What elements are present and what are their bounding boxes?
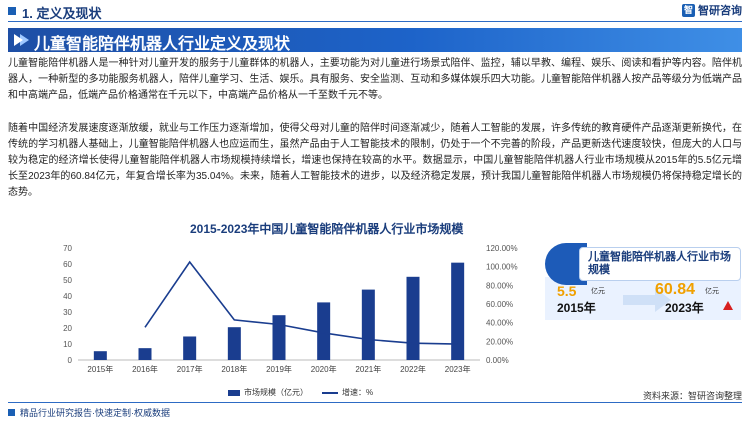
bar — [317, 302, 331, 360]
y-right-tick-label: 120.00% — [486, 244, 518, 253]
intro-paragraph: 儿童智能陪伴机器人是一种针对儿童开发的服务于儿童群体的机器人，主要功能为对儿童进… — [8, 58, 742, 101]
brand-logo-icon: 智 — [682, 3, 695, 17]
y-right-tick-label: 60.00% — [486, 300, 513, 309]
footer-divider — [8, 402, 742, 403]
market-paragraph: 随着中国经济发展速度逐渐放缓，就业与工作压力逐渐增加，使得父母对儿童的陪伴时间逐… — [8, 123, 742, 198]
legend-bar-swatch — [228, 389, 240, 396]
x-tick-label: 2017年 — [177, 364, 203, 374]
title-banner: 儿童智能陪伴机器人行业定义及现状 — [8, 28, 742, 53]
footer-slogan: 精品行业研究报告·快速定制·权威数据 — [20, 408, 170, 418]
y-left-tick-label: 10 — [63, 340, 72, 349]
bar — [451, 262, 465, 360]
market-size-chart: 0 10 20 30 40 50 60 70 0.00% 20.00% 40.00% 60.00% 80… — [63, 244, 518, 374]
bar — [272, 315, 286, 360]
x-tick-label: 2021年 — [355, 364, 381, 374]
end-unit: 亿元 — [705, 288, 719, 295]
y-left-tick-label: 40 — [63, 292, 72, 301]
section-label: 1. 定义及现状 — [22, 6, 102, 21]
x-tick-label: 2019年 — [266, 364, 292, 374]
footer-marker-icon — [8, 409, 15, 416]
x-tick-label: 2022年 — [400, 364, 426, 374]
legend-item-bar: 市场规模（亿元） — [228, 387, 308, 398]
source-note: 资料来源：智研咨询整理 — [642, 391, 742, 401]
y-right-tick-label: 40.00% — [486, 319, 513, 328]
bar — [93, 351, 107, 360]
growth-arrow-icon — [623, 288, 671, 312]
increase-arrow-icon — [723, 301, 733, 310]
x-tick-label: 2016年 — [132, 364, 158, 374]
chart-legend: 市场规模（亿元） 增速：% — [228, 387, 373, 398]
bar — [138, 348, 152, 360]
banner-arrow-icon — [14, 34, 23, 46]
legend-bar-label: 市场规模（亿元） — [244, 388, 308, 397]
brand-name: 智研咨询 — [698, 5, 742, 17]
y-right-tick-label: 100.00% — [486, 263, 518, 272]
bar — [361, 289, 375, 360]
end-year: 2023年 — [665, 301, 704, 315]
x-tick-label: 2015年 — [87, 364, 113, 374]
y-left-tick-label: 0 — [68, 356, 73, 365]
legend-line-label: 增速：% — [342, 388, 374, 397]
bar — [406, 276, 420, 360]
brand-logo: 智 智研咨询 — [682, 3, 742, 17]
top-divider — [8, 21, 742, 22]
end-value: 60.84 — [655, 281, 696, 298]
start-value: 5.5 — [557, 283, 577, 299]
y-left-tick-label: 70 — [63, 244, 72, 253]
bar — [183, 336, 197, 360]
page-title: 儿童智能陪伴机器人行业定义及现状 — [34, 36, 291, 53]
callout-header: 儿童智能陪伴机器人行业市场规模 — [579, 247, 741, 281]
start-unit: 亿元 — [591, 288, 605, 295]
growth-rate-line — [144, 260, 458, 345]
y-left-tick-label: 60 — [63, 260, 72, 269]
x-tick-label: 2023年 — [445, 364, 471, 374]
chart-title: 2015-2023年中国儿童智能陪伴机器人行业市场规模 — [190, 222, 464, 236]
x-tick-label: 2018年 — [221, 364, 247, 374]
footer: 资料来源：智研咨询整理 精品行业研究报告·快速定制·权威数据 — [0, 391, 750, 421]
callout-title: 儿童智能陪伴机器人行业市场规模 — [588, 251, 731, 276]
top-bar: 1. 定义及现状 智 智研咨询 — [0, 0, 750, 26]
y-right-tick-label: 80.00% — [486, 281, 513, 290]
section-marker-icon — [8, 7, 16, 15]
y-left-tick-label: 30 — [63, 308, 72, 317]
y-left-tick-label: 20 — [63, 324, 72, 333]
market-callout: 儿童智能陪伴机器人行业市场规模 5.5 亿元 2015年 60.84 亿元 20… — [545, 243, 741, 320]
start-year: 2015年 — [557, 301, 596, 315]
banner-arrow-icon — [20, 34, 29, 46]
x-tick-label: 2020年 — [311, 364, 337, 374]
legend-item-line: 增速：% — [322, 387, 373, 398]
y-right-tick-label: 0.00% — [486, 356, 509, 365]
legend-line-swatch — [322, 391, 338, 394]
y-right-tick-label: 20.00% — [486, 337, 513, 346]
y-left-tick-label: 50 — [63, 276, 72, 285]
bar — [227, 327, 241, 360]
